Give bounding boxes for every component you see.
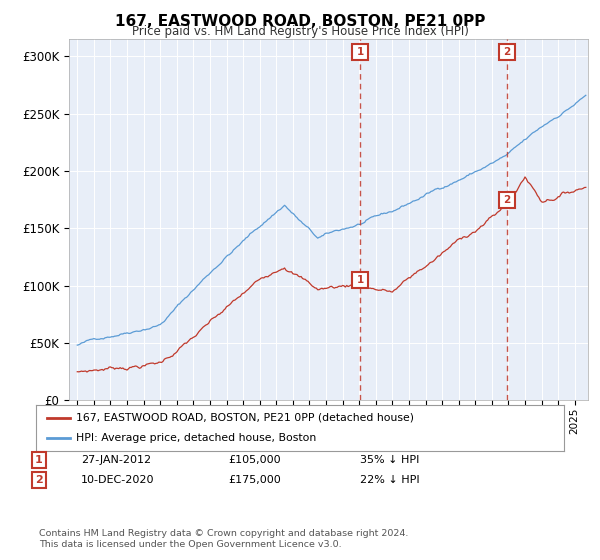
Text: 1: 1 (357, 275, 364, 285)
Text: 35% ↓ HPI: 35% ↓ HPI (360, 455, 419, 465)
Text: 1: 1 (35, 455, 43, 465)
Text: 167, EASTWOOD ROAD, BOSTON, PE21 0PP (detached house): 167, EASTWOOD ROAD, BOSTON, PE21 0PP (de… (76, 413, 413, 423)
Text: 2: 2 (503, 47, 511, 57)
Text: 2: 2 (503, 195, 511, 205)
Text: Contains HM Land Registry data © Crown copyright and database right 2024.
This d: Contains HM Land Registry data © Crown c… (39, 529, 409, 549)
Text: 10-DEC-2020: 10-DEC-2020 (81, 475, 155, 485)
Text: Price paid vs. HM Land Registry's House Price Index (HPI): Price paid vs. HM Land Registry's House … (131, 25, 469, 38)
Text: 2: 2 (35, 475, 43, 485)
Text: £105,000: £105,000 (228, 455, 281, 465)
Text: £175,000: £175,000 (228, 475, 281, 485)
Text: 167, EASTWOOD ROAD, BOSTON, PE21 0PP: 167, EASTWOOD ROAD, BOSTON, PE21 0PP (115, 14, 485, 29)
Text: 27-JAN-2012: 27-JAN-2012 (81, 455, 151, 465)
Text: 22% ↓ HPI: 22% ↓ HPI (360, 475, 419, 485)
Text: 1: 1 (357, 47, 364, 57)
Text: HPI: Average price, detached house, Boston: HPI: Average price, detached house, Bost… (76, 433, 316, 443)
